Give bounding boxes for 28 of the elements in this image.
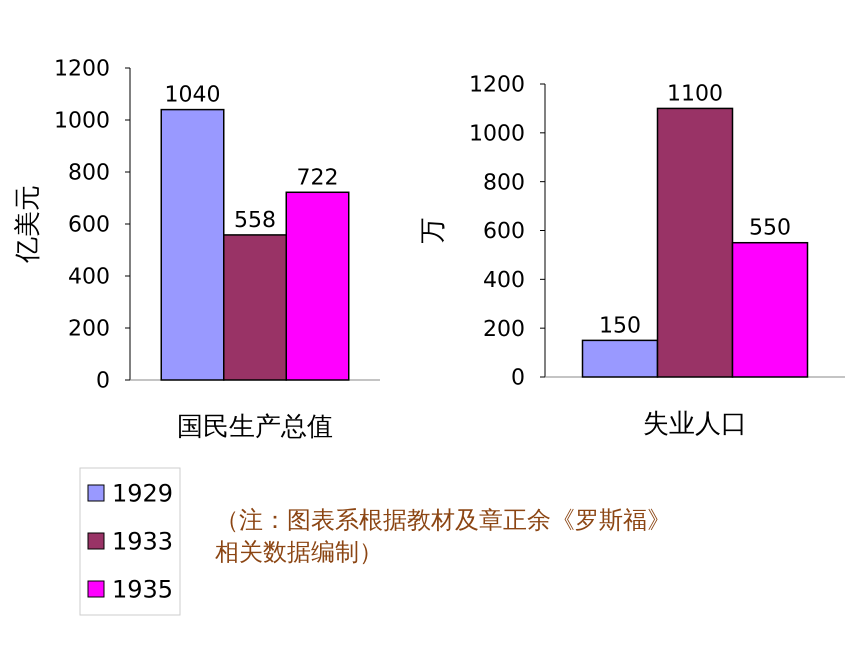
y-tick-label: 800 [68, 160, 110, 186]
y-axis-title: 万 [418, 218, 448, 244]
legend-label: 1935 [112, 575, 174, 604]
y-tick-label: 600 [483, 219, 525, 244]
data-label: 558 [234, 208, 276, 233]
data-label: 550 [749, 216, 791, 241]
y-tick-label: 1000 [54, 108, 110, 134]
legend-label: 1929 [112, 479, 174, 508]
data-label: 1100 [667, 81, 723, 106]
y-tick-label: 0 [511, 366, 525, 391]
y-tick-label: 200 [483, 316, 525, 342]
data-label: 722 [296, 165, 338, 190]
y-tick-label: 200 [68, 316, 110, 342]
x-tick-label: 失业人口 [643, 409, 747, 439]
data-label: 150 [599, 313, 641, 338]
y-tick-label: 1000 [469, 122, 525, 147]
y-tick-label: 800 [483, 170, 525, 196]
y-tick-label: 600 [68, 212, 110, 238]
y-tick-label: 0 [96, 368, 110, 394]
y-axis-title: 亿美元 [13, 185, 43, 264]
x-tick-label: 国民生产总值 [177, 412, 333, 442]
text: （注：图表系根据教材及章正余《罗斯福》相关数据编制） [215, 506, 671, 566]
y-tick-label: 1200 [54, 56, 110, 82]
y-tick-label: 400 [68, 264, 110, 290]
legend-label: 1933 [112, 527, 174, 556]
data-label: 1040 [164, 82, 220, 108]
y-tick-label: 400 [483, 268, 525, 294]
y-tick-label: 1200 [469, 72, 525, 98]
